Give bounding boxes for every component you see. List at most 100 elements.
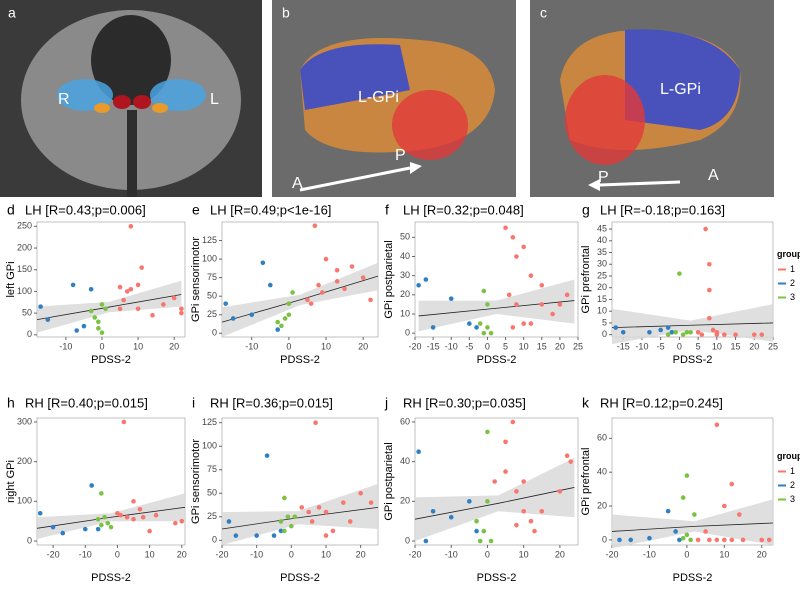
point <box>82 526 88 532</box>
point <box>96 326 101 331</box>
point <box>121 419 127 425</box>
point <box>710 327 716 333</box>
point <box>521 321 526 326</box>
chart-title: LH [R=-0.18;p=0.163] <box>600 202 725 217</box>
x-tick-label: -10 <box>59 341 72 351</box>
point <box>124 514 130 520</box>
point <box>140 514 146 520</box>
point <box>564 453 570 459</box>
y-tick-label: 40 <box>400 456 410 466</box>
point <box>38 304 43 309</box>
y-tick-label: 40 <box>597 467 607 477</box>
point <box>568 459 574 464</box>
x-tick-label: -10 <box>250 549 263 559</box>
point <box>334 267 340 273</box>
point <box>492 479 497 484</box>
x-axis-label: PDSS-2 <box>673 572 713 584</box>
point <box>306 509 311 515</box>
y-axis-label: GPi postparietal <box>383 240 395 318</box>
point <box>347 519 353 524</box>
point <box>467 499 472 504</box>
x-tick-label: -15 <box>617 341 630 351</box>
point <box>96 319 101 325</box>
point <box>117 284 123 290</box>
confidence-band <box>418 279 575 332</box>
point <box>503 225 508 231</box>
x-tick-label: 0 <box>289 549 294 559</box>
point <box>503 439 508 445</box>
y-tick-label: 10 <box>400 308 410 318</box>
y-tick-label: 0 <box>212 328 217 338</box>
point <box>316 282 321 288</box>
y-axis-label: right GPi <box>5 460 17 503</box>
x-tick-label: 10 <box>519 341 529 351</box>
point <box>89 483 94 488</box>
x-tick-label: -20 <box>605 549 618 559</box>
point <box>488 330 494 336</box>
point <box>514 302 519 307</box>
x-tick-label: 0 <box>485 549 490 559</box>
point <box>557 489 563 494</box>
point <box>557 302 563 307</box>
point <box>299 505 305 510</box>
x-tick-label: 15 <box>537 341 547 351</box>
x-tick-label: 10 <box>719 549 729 559</box>
point <box>81 323 87 329</box>
image-label: L <box>210 91 219 108</box>
point <box>131 499 136 504</box>
point <box>179 518 185 524</box>
x-tick-label: 10 <box>133 341 143 351</box>
point <box>99 522 104 528</box>
chart-title: RH [R=0.12;p=0.245] <box>600 395 723 410</box>
x-tick-label: 20 <box>177 549 187 559</box>
panel-letter: f <box>385 202 389 218</box>
x-tick-label: 5 <box>696 341 701 351</box>
point <box>692 512 697 517</box>
point <box>150 313 155 318</box>
x-tick-label: 20 <box>749 341 759 351</box>
point <box>528 273 534 278</box>
point <box>485 325 490 330</box>
point <box>334 279 340 284</box>
fit-line <box>418 300 575 317</box>
point <box>131 516 136 522</box>
confidence-band <box>222 483 378 545</box>
x-tick-label: -5 <box>465 341 473 351</box>
point <box>673 330 678 335</box>
x-tick-label: -10 <box>643 549 656 559</box>
fit-line <box>611 522 774 532</box>
point <box>308 301 314 306</box>
y-tick-label: 125 <box>202 235 217 245</box>
point <box>510 419 516 425</box>
panel-letter: c <box>540 5 547 21</box>
y-tick-label: 10 <box>597 306 607 316</box>
fit-line <box>36 294 182 321</box>
point <box>532 528 537 534</box>
point <box>360 275 366 280</box>
point <box>759 537 765 543</box>
point <box>153 512 159 518</box>
point <box>313 420 318 426</box>
point <box>316 505 322 510</box>
point <box>737 512 742 517</box>
point <box>290 290 295 295</box>
point <box>521 244 526 250</box>
point <box>37 510 43 516</box>
point <box>341 500 346 505</box>
point <box>286 312 292 318</box>
point <box>714 537 720 543</box>
panel-letter: e <box>192 202 200 218</box>
point <box>474 528 479 534</box>
x-tick-label: 0 <box>684 549 689 559</box>
y-axis-label: GPi sensorimotor <box>190 439 202 524</box>
legend-label: 3 <box>790 494 795 504</box>
point <box>448 296 454 301</box>
point <box>510 235 516 240</box>
point <box>95 516 101 522</box>
point <box>617 537 622 543</box>
y-tick-label: 0 <box>405 328 410 338</box>
point <box>249 312 255 318</box>
point <box>485 429 490 435</box>
x-axis-label: PDSS-2 <box>91 572 131 584</box>
point <box>74 328 80 333</box>
